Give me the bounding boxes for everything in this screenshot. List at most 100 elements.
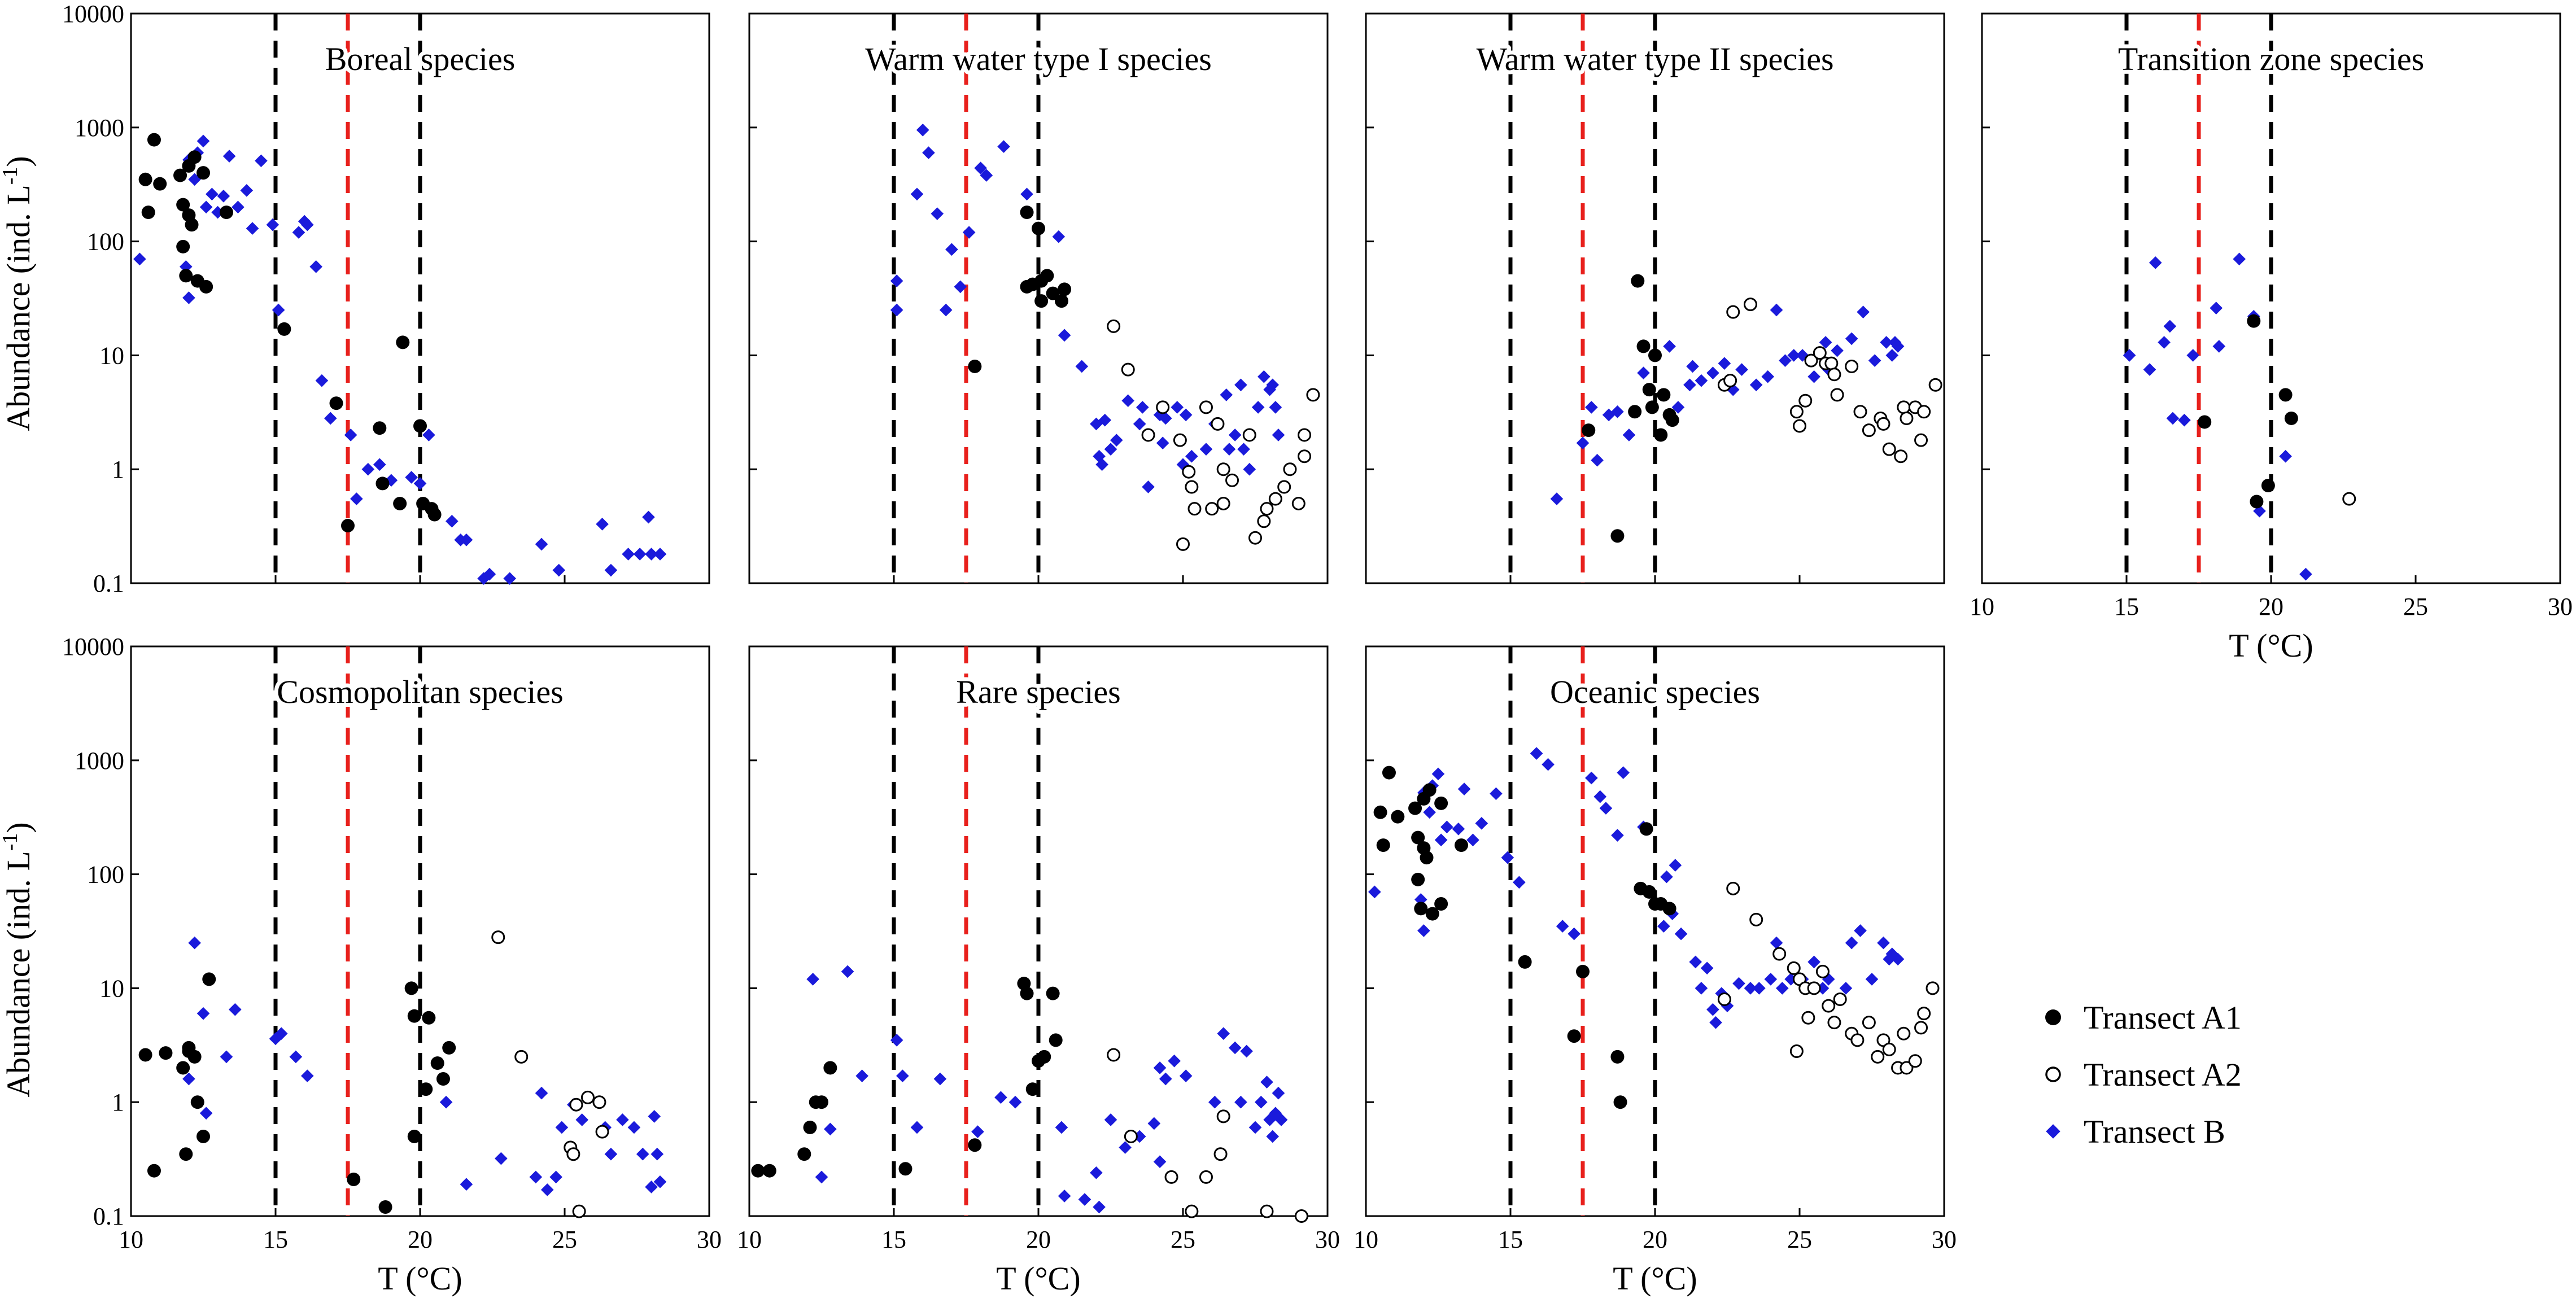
panel-1: 0.1 1 10 100 1000 10000 Boreal species — [62, 0, 710, 597]
point-transect-b — [2210, 301, 2223, 314]
point-transect-b — [1749, 378, 1763, 392]
point-transect-a1 — [436, 1072, 450, 1086]
point-transect-a2 — [1914, 1021, 1928, 1035]
point-transect-b — [1599, 802, 1613, 815]
point-transect-a1 — [1046, 986, 1060, 1000]
point-transect-a2 — [2342, 492, 2356, 506]
point-transect-b — [1530, 747, 1543, 760]
point-transect-b — [633, 548, 647, 561]
point-transect-b — [1591, 453, 1604, 467]
point-transect-b — [535, 537, 548, 551]
point-transect-a1 — [396, 335, 410, 349]
point-transect-a2 — [1914, 433, 1928, 447]
panel-7: 10 15 20 25 30 Oceanic species T (°C) — [1354, 645, 1957, 1297]
point-transect-a1 — [1613, 1095, 1627, 1109]
point-transect-b — [1845, 936, 1858, 950]
y-axis-title-main-top: Abundance (ind. L — [0, 185, 37, 431]
point-transect-b — [1110, 434, 1123, 447]
point-transect-b — [1695, 374, 1708, 387]
point-transect-b — [890, 303, 903, 317]
y-tick-label: 10000 — [62, 633, 124, 661]
point-transect-a1 — [1645, 400, 1659, 414]
point-transect-b — [1807, 370, 1820, 383]
x-axis-title: T (°C) — [2229, 627, 2313, 664]
point-transect-b — [1787, 349, 1801, 362]
point-transect-b — [910, 187, 924, 201]
point-transect-a1 — [141, 206, 155, 220]
point-transect-a2 — [1216, 462, 1230, 476]
point-transect-b — [971, 1125, 984, 1138]
point-transect-b — [266, 218, 280, 231]
point-transect-a1 — [2250, 495, 2264, 509]
point-transect-b — [604, 563, 618, 577]
point-transect-b — [1136, 401, 1149, 414]
legend-label-a2: Transect A2 — [2084, 1056, 2242, 1093]
point-transect-a2 — [1897, 1026, 1911, 1040]
point-transect-b — [1807, 955, 1820, 969]
point-transect-a1 — [1628, 405, 1642, 419]
point-transect-b — [529, 1170, 543, 1184]
point-transect-b — [292, 226, 305, 239]
point-transect-b — [1243, 462, 1256, 476]
point-transect-b — [1732, 977, 1745, 990]
x-tick-label: 30 — [2548, 593, 2573, 620]
point-transect-a2 — [1182, 465, 1196, 479]
point-transect-b — [199, 1107, 213, 1120]
point-transect-a1 — [1657, 388, 1671, 402]
y-tick-label: 10 — [99, 342, 124, 369]
point-transect-b — [1457, 782, 1471, 795]
point-transect-b — [552, 563, 566, 577]
point-transect-a1 — [419, 1082, 433, 1096]
point-transect-a1 — [2284, 411, 2298, 425]
point-transect-a2 — [491, 930, 505, 945]
point-transect-b — [1020, 187, 1033, 201]
panel-3: Warm water type II species — [1365, 12, 1945, 584]
x-tick-label: 25 — [1787, 1226, 1812, 1253]
legend-marker-a2 — [2045, 1066, 2061, 1082]
point-transect-a1 — [1434, 796, 1448, 810]
point-transect-a1 — [407, 1009, 421, 1023]
point-transect-a2 — [1199, 400, 1213, 414]
point-transect-b — [1466, 833, 1479, 847]
point-transect-a1 — [1636, 339, 1651, 353]
point-transect-b — [962, 226, 976, 239]
point-transect-b — [931, 207, 944, 220]
point-transect-b — [220, 1050, 233, 1064]
point-transect-b — [1058, 329, 1071, 342]
point-transect-b — [1513, 876, 1526, 889]
point-transect-b — [460, 533, 473, 546]
x-tick-label: 15 — [263, 1226, 288, 1253]
point-transect-b — [324, 412, 337, 425]
point-transect-b — [1674, 927, 1688, 941]
point-transect-b — [933, 1072, 947, 1086]
point-transect-a1 — [1411, 830, 1425, 845]
point-transect-b — [272, 303, 285, 317]
point-transect-b — [246, 222, 259, 235]
point-transect-a1 — [1425, 907, 1439, 921]
point-transect-a1 — [187, 150, 202, 164]
point-transect-b — [1709, 1016, 1722, 1029]
point-transect-a2 — [1248, 531, 1262, 545]
point-transect-a1 — [1025, 1082, 1040, 1096]
point-transect-b — [616, 1113, 629, 1126]
point-transect-a1 — [202, 972, 216, 986]
point-transect-b — [1663, 340, 1676, 353]
y-tick-label: 100 — [87, 228, 124, 256]
point-transect-b — [1251, 401, 1265, 414]
point-transect-b — [232, 200, 244, 214]
point-transect-b — [994, 1091, 1007, 1104]
point-transect-b — [1098, 413, 1112, 427]
point-transect-b — [1880, 336, 1893, 349]
point-transect-a1 — [797, 1147, 811, 1161]
point-transect-b — [1266, 1130, 1280, 1143]
point-transect-b — [896, 1069, 909, 1083]
point-transect-b — [1753, 982, 1766, 995]
point-transect-a2 — [1789, 1044, 1804, 1058]
legend-item-b: Transect B — [2046, 1113, 2225, 1150]
point-transect-b — [1779, 354, 1792, 367]
point-transect-b — [1179, 408, 1193, 422]
point-transect-b — [627, 1121, 641, 1134]
point-transect-b — [255, 154, 268, 168]
point-transect-a1 — [393, 496, 407, 510]
point-transect-a1 — [1049, 1033, 1063, 1047]
